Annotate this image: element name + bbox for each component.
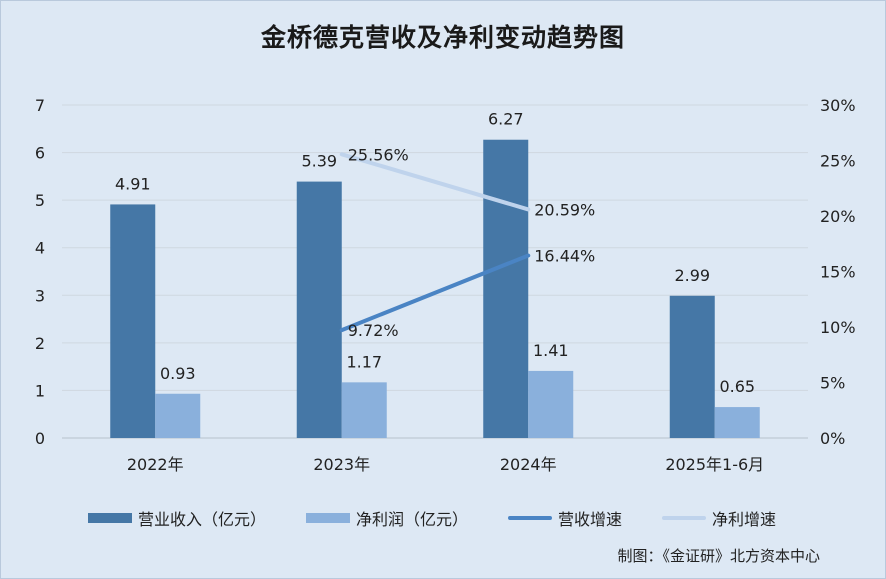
bar	[528, 370, 574, 438]
chart-title: 金桥德克营收及净利变动趋势图	[260, 23, 625, 52]
bar-data-label: 4.91	[115, 174, 151, 193]
y-left-tick-label: 2	[35, 334, 45, 353]
legend-swatch-revenue-growth	[508, 516, 553, 520]
bar	[155, 393, 201, 438]
y-left-tick-label: 0	[35, 429, 45, 448]
legend: 营业收入（亿元） 净利润（亿元） 营收增速 净利增速	[88, 507, 808, 529]
x-tick-label: 2023年	[313, 455, 370, 474]
y-right-tick-label: 5%	[820, 374, 845, 393]
legend-item-revenue-growth: 营收增速	[508, 506, 622, 530]
line-data-label: 9.72%	[348, 321, 399, 340]
series-line	[339, 253, 531, 333]
bar-data-label: 1.41	[533, 341, 569, 360]
y-left-tick-label: 3	[35, 286, 45, 305]
bar	[483, 139, 529, 438]
bar	[110, 204, 156, 438]
y-left-tick-label: 4	[35, 239, 45, 258]
y-right-tick-label: 20%	[820, 207, 856, 226]
x-tick-label: 2024年	[500, 455, 557, 474]
legend-item-revenue: 营业收入（亿元）	[88, 506, 266, 530]
bar	[296, 181, 342, 438]
legend-item-profit-growth: 净利增速	[662, 506, 776, 530]
line-data-label: 16.44%	[534, 247, 595, 266]
y-right-tick-label: 10%	[820, 318, 856, 337]
legend-swatch-profit-growth	[662, 516, 707, 520]
y-left-tick-label: 6	[35, 144, 45, 163]
bar-data-label: 0.93	[160, 364, 196, 383]
line-data-label: 20.59%	[534, 200, 595, 219]
legend-label-profit: 净利润（亿元）	[356, 510, 469, 529]
bar	[714, 407, 760, 438]
legend-label-revenue: 营业收入（亿元）	[138, 510, 267, 529]
y-right-tick-label: 30%	[820, 96, 856, 115]
legend-label-profit-growth: 净利增速	[712, 510, 777, 529]
bar-data-label: 6.27	[488, 110, 524, 129]
y-right-tick-label: 15%	[820, 263, 856, 282]
bar	[669, 295, 715, 438]
bar-data-label: 1.17	[346, 352, 382, 371]
bar-data-label: 5.39	[301, 152, 337, 171]
y-right-tick-label: 25%	[820, 152, 856, 171]
series-line	[339, 152, 531, 212]
x-tick-label: 2022年	[127, 455, 184, 474]
legend-swatch-revenue	[88, 513, 132, 523]
legend-label-revenue-growth: 营收增速	[558, 510, 623, 529]
y-left-tick-label: 1	[35, 381, 45, 400]
bar-data-label: 0.65	[719, 377, 755, 396]
legend-swatch-profit	[306, 513, 351, 523]
y-left-tick-label: 7	[35, 96, 45, 115]
y-left-tick-label: 5	[35, 191, 45, 210]
source-note: 制图：《金证研》北方资本中心	[617, 547, 820, 565]
legend-item-profit: 净利润（亿元）	[306, 506, 468, 530]
y-right-tick-label: 0%	[820, 429, 845, 448]
line-data-label: 25.56%	[348, 145, 409, 164]
bar-data-label: 2.99	[674, 266, 710, 285]
x-tick-label: 2025年1-6月	[665, 455, 764, 474]
bar	[341, 382, 387, 438]
